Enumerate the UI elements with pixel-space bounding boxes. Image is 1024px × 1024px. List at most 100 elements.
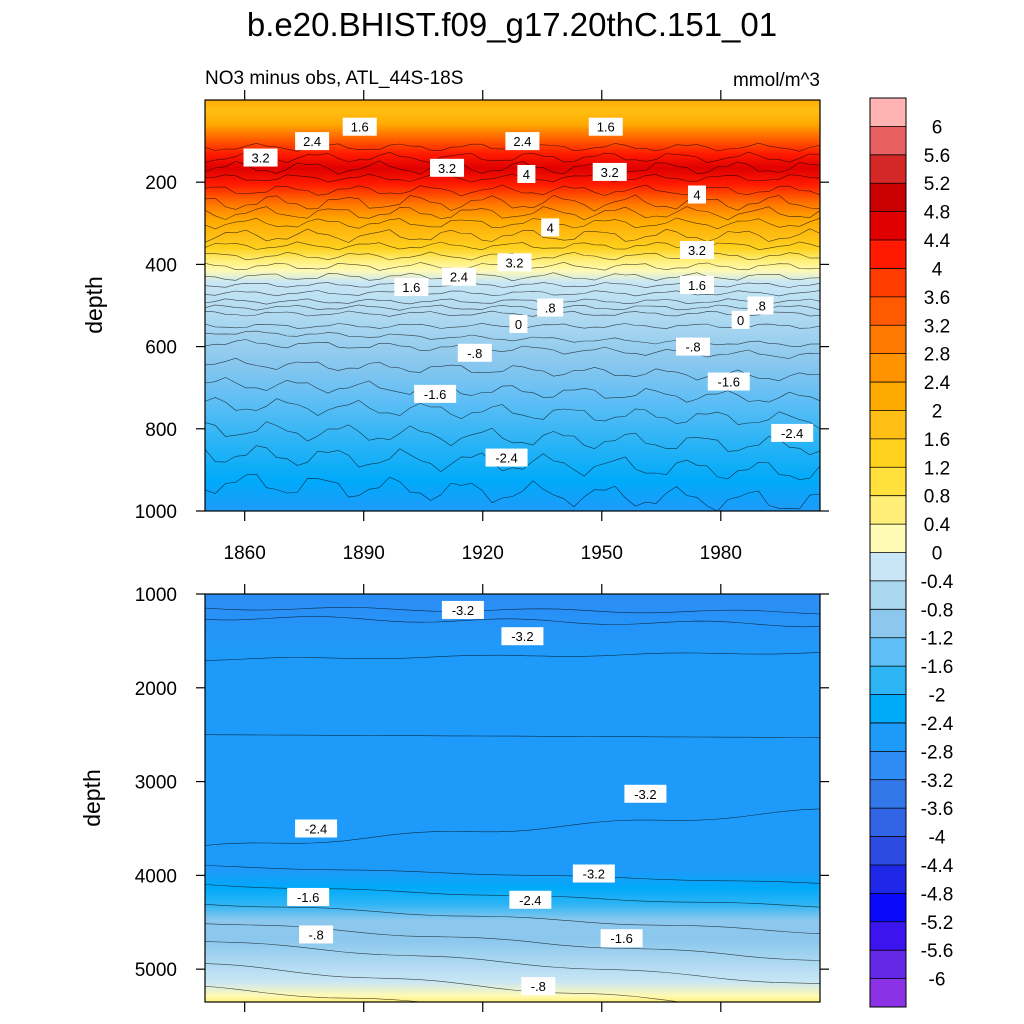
y-tick-label: 200	[145, 173, 177, 194]
contour-label-box	[243, 148, 278, 167]
colorbar-swatch	[870, 864, 906, 894]
contour-label: -1.6	[718, 375, 740, 390]
isoline	[205, 421, 820, 456]
x-tick-label: 1950	[581, 543, 623, 564]
colorbar-swatch	[870, 609, 906, 639]
contour-label-box	[731, 310, 750, 329]
colorbar-label: 2.4	[924, 373, 951, 394]
contour-label-box	[295, 819, 338, 838]
isoline	[205, 241, 820, 251]
colorbar-swatch	[870, 722, 906, 752]
y-tick-label: 1000	[135, 502, 177, 523]
contour-label-box	[287, 887, 330, 906]
contour-label-box	[414, 384, 457, 403]
contour-label: -2.4	[519, 893, 541, 908]
contour-label: 3.2	[601, 165, 619, 180]
upper-ylabel: depth	[81, 276, 107, 334]
contour-label: 1.6	[688, 278, 706, 293]
colorbar-swatch	[870, 637, 906, 667]
contour-label-box	[600, 929, 643, 948]
colorbar-swatch	[870, 410, 906, 440]
contour-label: 2.4	[513, 134, 531, 149]
contour-label: 1.6	[402, 280, 420, 295]
units-label: mmol/m^3	[733, 70, 820, 91]
isoline	[205, 310, 820, 317]
contour-label: 3.2	[252, 151, 270, 166]
isoline	[205, 397, 820, 430]
colorbar-swatch	[870, 353, 906, 383]
contour-label: -.8	[467, 346, 482, 361]
isoline	[205, 445, 820, 481]
contour-label: 2.4	[450, 270, 468, 285]
colorbar-swatch	[870, 495, 906, 525]
isoline	[205, 290, 820, 297]
contour-label-box	[509, 890, 552, 909]
contour-label: -3.2	[583, 867, 605, 882]
colorbar-label: 1.2	[924, 458, 950, 479]
isoline	[205, 904, 820, 934]
colorbar-swatch	[870, 836, 906, 866]
colorbar-swatch	[870, 694, 906, 724]
contour-label-box	[505, 132, 540, 151]
contour-label-box	[771, 423, 814, 442]
isoline	[205, 228, 820, 243]
colorbar-label: 3.2	[924, 316, 950, 337]
contour-label-box	[342, 117, 377, 136]
colorbar-frame	[869, 97, 907, 1008]
contour-label: .8	[755, 299, 766, 314]
colorbar-swatch	[870, 666, 906, 695]
contour-label: 1.6	[597, 120, 615, 135]
contour-label-box	[441, 600, 484, 619]
colorbar-label: -2.4	[921, 714, 954, 735]
y-tick-label: 2000	[135, 679, 177, 700]
colorbar-label: 6	[932, 117, 943, 138]
isoline	[205, 251, 820, 261]
contour-label-box	[485, 448, 528, 467]
colorbar-swatch	[870, 950, 906, 979]
isoline	[205, 272, 820, 282]
contour-label: 3.2	[505, 255, 523, 270]
isoline	[205, 963, 682, 1002]
x-tick-label: 1980	[700, 543, 742, 564]
colorbar-label: 0.8	[924, 487, 950, 508]
contour-label: 3.2	[438, 161, 456, 176]
colorbar-swatch	[870, 438, 906, 468]
contour-label-box	[680, 275, 714, 294]
colorbar-swatch	[870, 382, 906, 411]
contour-label: 1.6	[351, 120, 369, 135]
isoline	[205, 607, 820, 615]
colorbar-swatch	[870, 296, 906, 326]
contour-label-box	[501, 627, 544, 646]
colorbar-swatch	[870, 921, 906, 951]
isoline	[205, 281, 820, 289]
contour-label-box	[394, 278, 429, 297]
isoline	[205, 865, 820, 884]
contour-label: 4	[693, 188, 700, 203]
y-tick-label: 3000	[135, 773, 177, 794]
isoline	[205, 304, 820, 311]
isoline	[205, 173, 820, 183]
contour-label-box	[707, 372, 750, 391]
y-tick-label: 4000	[135, 866, 177, 887]
colorbar-label: 4.8	[924, 203, 950, 224]
x-tick-label: 1890	[343, 543, 385, 564]
contour-label: 3.2	[688, 243, 706, 258]
isoline	[205, 339, 820, 359]
contour-label-box	[541, 218, 560, 237]
colorbar-label: 2.8	[924, 345, 950, 366]
contour-label: -2.4	[305, 821, 327, 836]
contour-label-box	[295, 132, 330, 151]
colorbar-label: 0	[932, 544, 943, 565]
colorbar-label: -4	[929, 828, 946, 849]
colorbar-swatch	[870, 552, 906, 582]
contour-label: -.8	[309, 927, 324, 942]
colorbar-label: 0.4	[924, 515, 951, 536]
colorbar-swatch	[870, 98, 906, 127]
isoline	[205, 652, 820, 661]
contour-label: 4	[523, 167, 530, 182]
contour-label: .8	[545, 301, 556, 316]
y-tick-label: 1000	[135, 585, 177, 606]
colorbar-label: 1.6	[924, 430, 950, 451]
colorbar-label: 3.6	[924, 288, 950, 309]
